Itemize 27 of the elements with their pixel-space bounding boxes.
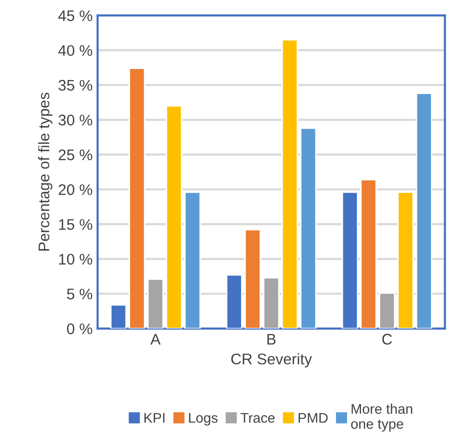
bar xyxy=(397,191,414,329)
x-tick-label: A xyxy=(150,334,161,344)
x-axis-title: CR Severity xyxy=(231,353,312,368)
legend-label: Trace xyxy=(240,413,275,423)
y-tick-label: 30 % xyxy=(58,114,92,126)
y-tick-label: 25 % xyxy=(58,149,92,160)
x-tick-label: B xyxy=(267,334,276,344)
bar xyxy=(262,277,280,329)
legend-label: More than one type xyxy=(351,404,412,432)
y-tick-label: 5 % xyxy=(67,288,92,300)
bar xyxy=(184,191,201,329)
legend-label: PMD xyxy=(298,413,328,423)
y-tick-label: 15 % xyxy=(59,219,92,230)
bar xyxy=(244,229,262,329)
x-tick-label: C xyxy=(382,334,392,345)
y-tick-label: 0 % xyxy=(67,323,92,334)
legend-label: KPI xyxy=(144,413,164,423)
y-tick-label: 35 % xyxy=(58,80,92,91)
y-tick-label: 10 % xyxy=(59,254,92,265)
y-tick-label: 20 % xyxy=(58,184,92,196)
bar xyxy=(282,39,298,329)
legend-label: Logs xyxy=(189,413,218,426)
y-tick-label: 40 % xyxy=(58,45,92,56)
bar xyxy=(416,92,432,329)
y-tick-label: 45 % xyxy=(58,10,92,22)
y-axis-title: Percentage of file types xyxy=(38,92,52,251)
bar xyxy=(300,127,317,329)
